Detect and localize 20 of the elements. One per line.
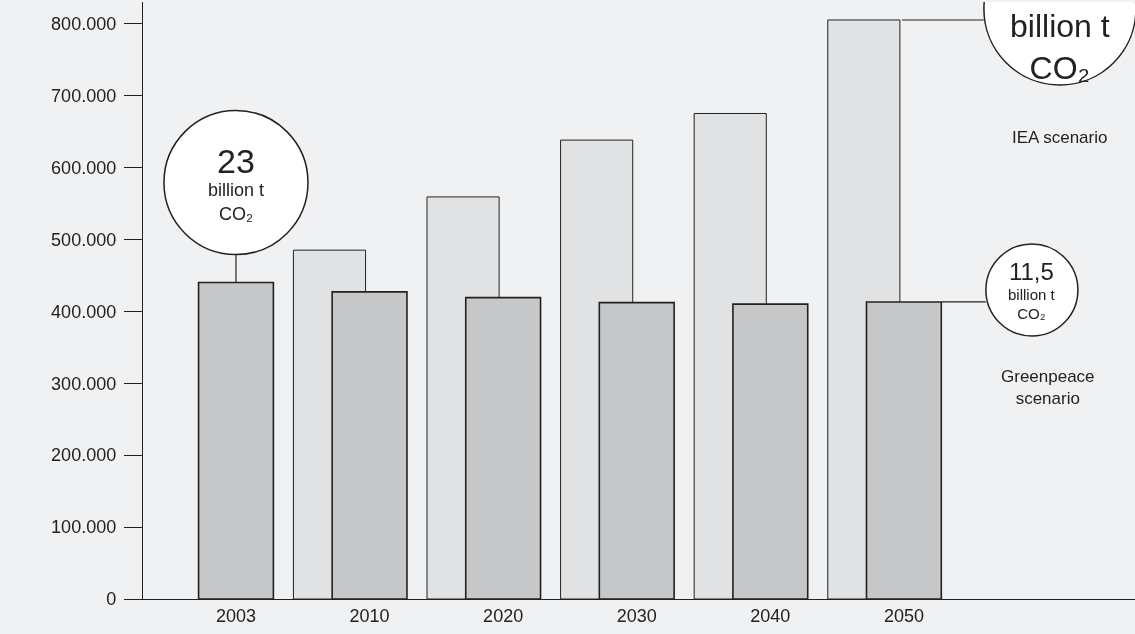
y-tick-label: 800.000: [51, 13, 117, 34]
text: 11,5 billion t CO₂: [1008, 258, 1056, 322]
annotation: 23 billion t CO₂: [208, 142, 265, 224]
text: IEA scenario: [1012, 128, 1108, 147]
x-tick-label: 2020: [483, 605, 524, 626]
y-tick-label: 500.000: [51, 229, 117, 250]
y-tick-label: 700.000: [51, 85, 117, 106]
y-tick-label: 400.000: [51, 301, 117, 322]
x-tick-label: 2040: [750, 605, 791, 626]
y-tick-label: 0: [106, 589, 117, 610]
y-tick-label: 600.000: [51, 157, 117, 178]
x-tick-label: 2030: [616, 605, 657, 626]
x-tick-label: 2050: [883, 605, 924, 626]
y-tick-label: 100.000: [51, 517, 117, 538]
text: billion t CO₂: [1010, 8, 1110, 86]
x-tick-label: 2003: [215, 605, 256, 626]
y-tick-label: 200.000: [51, 445, 117, 466]
text: Greenpeace scenario: [1001, 367, 1095, 409]
y-tick-label: 300.000: [51, 373, 117, 394]
x-tick-label: 2010: [349, 605, 390, 626]
